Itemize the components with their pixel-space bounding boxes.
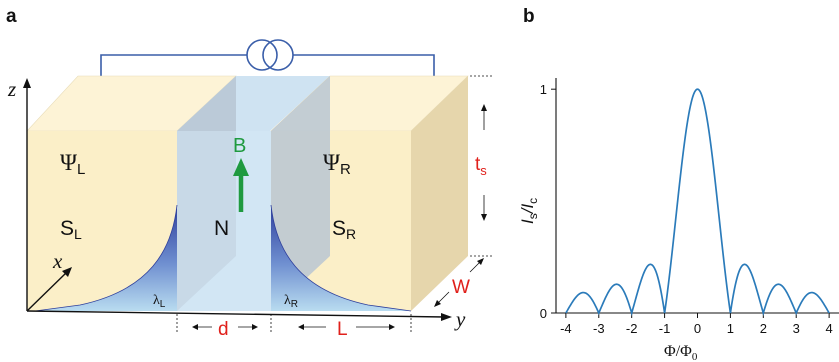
x-tick-label: -1	[659, 321, 671, 336]
y-axis-label: y	[454, 307, 466, 331]
current-source-icon-left-ring	[246, 39, 278, 71]
ts-label: ts	[475, 154, 487, 178]
chart-series-line	[565, 88, 830, 317]
y-axis	[26, 310, 446, 318]
lambda-left-label: λL	[153, 293, 166, 310]
dimension-L: L	[298, 314, 412, 340]
x-tick-label: -4	[560, 321, 572, 336]
chart-y-axis-label: Is/Ic	[518, 198, 540, 224]
x-tick-label: 1	[727, 321, 734, 336]
d-right-arrowhead	[252, 324, 258, 330]
right-decay-profile	[271, 205, 411, 311]
L-left-arrowhead	[298, 324, 304, 330]
current-source-icon-right-ring	[262, 39, 294, 71]
W-label: W	[452, 277, 470, 298]
circuit-wire-left	[100, 54, 247, 76]
x-tick-label: 4	[826, 321, 833, 336]
W-lower-arrowhead	[434, 300, 441, 307]
right-block-side-face	[411, 76, 468, 311]
fraunhofer-chart: -4 -3 -2 -1 0 1 2 3 4 01 Is/Ic Φ/Φ0	[518, 78, 839, 362]
y-tick-label: 1	[540, 82, 547, 97]
panel-a-letter: a	[6, 6, 17, 27]
x-tick-label: 2	[760, 321, 767, 336]
lambda-right-label: λR	[284, 293, 298, 310]
L-right-arrowhead	[389, 324, 395, 330]
left-decay-curve	[34, 204, 178, 312]
magnetic-field-arrow-icon: B	[233, 135, 249, 212]
d-label: d	[218, 319, 229, 340]
d-left-arrowhead	[192, 324, 198, 330]
chart-y-ticks: 01	[540, 82, 556, 321]
x-tick-label: 0	[694, 321, 701, 336]
barrier-front-face-overlay	[177, 131, 271, 311]
z-axis-label: z	[7, 77, 16, 101]
normal-region-label: N	[214, 217, 229, 240]
W-upper-arrowhead	[477, 258, 484, 265]
field-arrow-head	[233, 158, 249, 176]
y-tick-label: 0	[540, 306, 547, 321]
x-tick-label: 3	[793, 321, 800, 336]
chart-x-axis-label: Φ/Φ0	[664, 343, 698, 362]
z-axis-arrowhead	[23, 78, 31, 88]
dimension-ts: ts	[470, 75, 492, 257]
current-source-circuit	[100, 39, 435, 76]
field-label: B	[233, 135, 246, 157]
x-tick-label: -2	[626, 321, 638, 336]
panel-a: a	[6, 6, 492, 340]
s-right-label: SR	[332, 217, 356, 242]
panel-b-letter: b	[523, 6, 535, 27]
L-label: L	[337, 319, 348, 340]
ts-up-arrowhead	[481, 104, 487, 111]
x-axis-arrowhead	[62, 267, 72, 277]
panel-b: b -4 -3 -2 -1 0 1 2 3 4 01 Is/Ic Φ/Φ0	[518, 6, 839, 362]
left-decay-profile	[35, 205, 177, 311]
x-axis	[26, 271, 68, 312]
right-decay-curve	[270, 204, 412, 312]
dimension-W: W	[434, 258, 484, 307]
psi-right-label: ΨR	[323, 150, 351, 178]
s-left-label: SL	[60, 217, 82, 242]
left-superconductor-block	[26, 75, 237, 311]
axes-3d: z x y	[7, 77, 466, 331]
ts-down-arrowhead	[481, 214, 487, 221]
dimension-d: d	[176, 314, 272, 340]
x-axis-label: x	[52, 249, 63, 273]
y-axis-arrowhead	[441, 313, 452, 321]
x-tick-label: -3	[593, 321, 605, 336]
circuit-wire-right	[293, 54, 435, 76]
psi-left-label: ΨL	[60, 150, 85, 178]
chart-x-ticks: -4 -3 -2 -1 0 1 2 3 4	[560, 313, 833, 336]
